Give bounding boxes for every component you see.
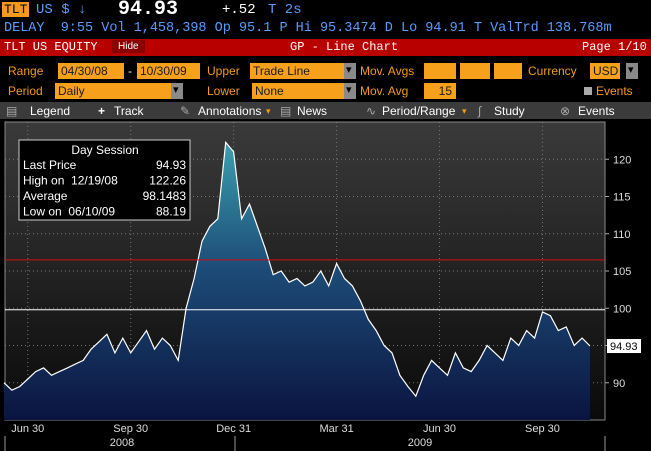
- x-tick-label: Jun 30: [11, 423, 44, 435]
- upper-label: Upper: [207, 64, 240, 78]
- change: +.52: [222, 2, 256, 18]
- legend-label: High on 12/19/08: [23, 174, 118, 188]
- icon: ✎: [180, 104, 191, 118]
- x-group-label: 2008: [110, 437, 134, 449]
- upper-field[interactable]: Trade Line: [250, 63, 344, 79]
- legend-label: Average: [23, 189, 68, 203]
- x-group-label: 2009: [408, 437, 432, 449]
- icon: +: [98, 104, 106, 118]
- toolbar: [0, 102, 651, 119]
- period-label: Period: [8, 84, 43, 98]
- legend-label: Low on 06/10/09: [23, 205, 115, 219]
- icon: ⊗: [560, 104, 571, 118]
- mov-avg-field[interactable]: [460, 63, 490, 79]
- currency-field[interactable]: USD: [590, 63, 620, 79]
- legend-label: Last Price: [23, 158, 77, 172]
- currency-label: Currency: [528, 64, 577, 78]
- range-sep: -: [128, 64, 132, 78]
- flags: US $ ↓: [36, 2, 87, 18]
- icon: ▤: [6, 104, 18, 118]
- legend-title: Day Session: [71, 143, 138, 157]
- last-price-tag: [607, 339, 641, 354]
- lower-label: Lower: [207, 84, 240, 98]
- dropdown[interactable]: [344, 83, 356, 99]
- y-tick-label: 90: [613, 378, 625, 390]
- function-title: GP - Line Chart: [290, 40, 399, 54]
- toolbar-button[interactable]: Annotations: [198, 104, 262, 118]
- toolbar-button[interactable]: Legend: [30, 104, 71, 118]
- security: TLT US EQUITY: [4, 40, 98, 54]
- quote-line: DELAY 9:55 Vol 1,458,398 Op 95.1 P Hi 95…: [4, 21, 612, 36]
- icon: ▾: [462, 106, 467, 116]
- mov-avg-field[interactable]: [424, 63, 456, 79]
- icon: ▤: [280, 104, 292, 118]
- dropdown[interactable]: [344, 63, 356, 79]
- legend-value: 88.19: [156, 205, 186, 219]
- icon: ∿: [366, 104, 377, 118]
- events-checkbox[interactable]: [584, 87, 592, 95]
- period-field[interactable]: Daily: [55, 83, 171, 99]
- trade-time: T 2s: [268, 2, 302, 18]
- price-line: [3, 140, 591, 398]
- toolbar-button[interactable]: News: [297, 104, 328, 118]
- legend-value: 122.26: [149, 174, 186, 188]
- mov-avg-field[interactable]: [494, 63, 522, 79]
- x-tick-label: Sep 30: [113, 423, 148, 435]
- x-tick-label: Sep 30: [525, 423, 560, 435]
- page-indicator: Page 1/10: [582, 40, 647, 54]
- x-tick-label: Mar 31: [319, 423, 353, 435]
- x-tick-label: Jun 30: [423, 423, 456, 435]
- y-tick-label: 120: [613, 154, 631, 166]
- y-tick-label: 105: [613, 266, 631, 278]
- last-price-label: 94.93: [610, 341, 638, 353]
- toolbar-button[interactable]: Events: [578, 104, 615, 118]
- y-tick-label: 115: [613, 192, 631, 204]
- icon: ∫: [478, 104, 482, 118]
- area: [4, 142, 590, 420]
- events-label: Events: [596, 84, 633, 98]
- range-start[interactable]: 04/30/08: [58, 63, 124, 79]
- toolbar-button[interactable]: Period/Range: [382, 104, 456, 118]
- legend-box: [18, 139, 191, 221]
- ticker[interactable]: TLT: [2, 2, 30, 17]
- mov-avg-label: Mov. Avg: [360, 84, 409, 98]
- toolbar-button[interactable]: Study: [494, 104, 525, 118]
- y-tick-label: 110: [613, 229, 631, 241]
- title-bar: [0, 39, 651, 56]
- price: 94.93: [118, 0, 179, 21]
- mov-avgs-label: Mov. Avgs: [360, 64, 415, 78]
- icon: ▾: [266, 106, 271, 116]
- legend-value: 98.1483: [143, 189, 187, 203]
- dropdown[interactable]: [626, 63, 638, 79]
- lower-field[interactable]: None: [252, 83, 344, 99]
- legend-value: 94.93: [156, 158, 186, 172]
- range-end[interactable]: 10/30/09: [137, 63, 200, 79]
- x-tick-label: Dec 31: [216, 423, 251, 435]
- mov-avg-value[interactable]: 15: [424, 83, 456, 99]
- hide-button[interactable]: Hide: [112, 40, 145, 53]
- range-label: Range: [8, 64, 44, 78]
- y-tick-label: 100: [613, 303, 631, 315]
- dropdown[interactable]: [171, 83, 183, 99]
- toolbar-button[interactable]: Track: [114, 104, 144, 118]
